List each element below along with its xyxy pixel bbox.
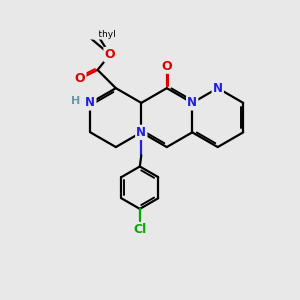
Text: methyl: methyl [74,32,99,38]
Text: N: N [136,126,146,139]
Text: N: N [213,82,223,95]
Text: O: O [75,72,85,85]
Text: O: O [161,60,172,73]
Text: N: N [85,96,95,110]
Text: Cl: Cl [133,223,146,236]
Text: H: H [71,95,80,106]
Text: N: N [187,96,197,110]
Text: O: O [105,48,115,61]
Text: methyl: methyl [84,30,116,39]
